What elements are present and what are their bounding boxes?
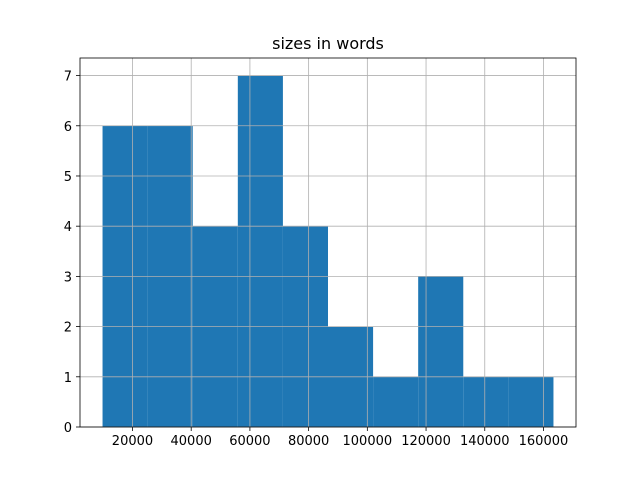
x-tick-label: 120000 (401, 434, 451, 449)
x-tick-label: 80000 (288, 434, 329, 449)
bar (418, 276, 464, 427)
x-tick-label: 40000 (171, 434, 212, 449)
y-tick-label: 2 (64, 321, 72, 336)
chart-title: sizes in words (272, 34, 384, 53)
x-tick-label: 100000 (343, 434, 393, 449)
y-tick-label: 0 (64, 421, 72, 436)
bar (463, 376, 509, 427)
y-tick-label: 7 (64, 70, 72, 85)
y-tick-label: 4 (64, 220, 72, 235)
x-tick-label: 20000 (112, 434, 153, 449)
bar (237, 75, 283, 428)
x-tick-label: 160000 (519, 434, 569, 449)
x-tick-label: 60000 (229, 434, 270, 449)
axes-frame (79, 57, 577, 428)
bar (373, 376, 419, 427)
y-tick-label: 6 (64, 120, 72, 135)
y-tick-label: 3 (64, 270, 72, 285)
y-tick-label: 5 (64, 170, 72, 185)
bar (508, 376, 554, 427)
x-tick-label: 140000 (460, 434, 510, 449)
y-tick-label: 1 (64, 371, 72, 386)
